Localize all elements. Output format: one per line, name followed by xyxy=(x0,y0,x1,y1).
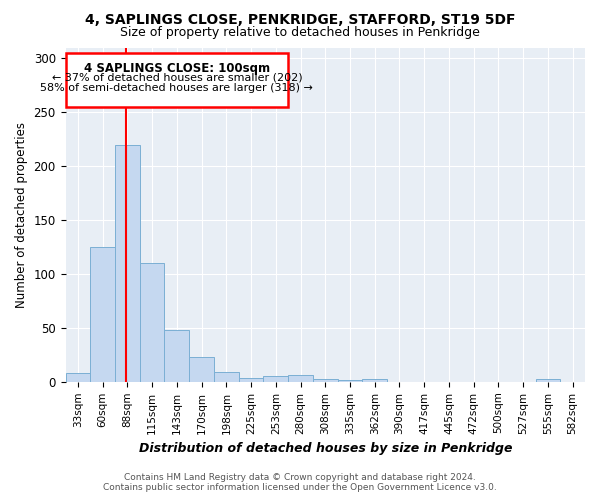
Text: 4 SAPLINGS CLOSE: 100sqm: 4 SAPLINGS CLOSE: 100sqm xyxy=(84,62,270,74)
Bar xyxy=(140,263,164,382)
Bar xyxy=(164,330,189,382)
X-axis label: Distribution of detached houses by size in Penkridge: Distribution of detached houses by size … xyxy=(139,442,512,455)
Bar xyxy=(189,357,214,382)
Bar xyxy=(313,378,338,382)
Text: Contains HM Land Registry data © Crown copyright and database right 2024.
Contai: Contains HM Land Registry data © Crown c… xyxy=(103,473,497,492)
Bar xyxy=(214,372,239,382)
Y-axis label: Number of detached properties: Number of detached properties xyxy=(15,122,28,308)
Bar xyxy=(288,376,313,382)
Text: Size of property relative to detached houses in Penkridge: Size of property relative to detached ho… xyxy=(120,26,480,39)
Text: 4, SAPLINGS CLOSE, PENKRIDGE, STAFFORD, ST19 5DF: 4, SAPLINGS CLOSE, PENKRIDGE, STAFFORD, … xyxy=(85,12,515,26)
Bar xyxy=(239,378,263,382)
Bar xyxy=(536,378,560,382)
Text: 58% of semi-detached houses are larger (318) →: 58% of semi-detached houses are larger (… xyxy=(40,83,313,93)
Bar xyxy=(362,378,387,382)
Bar xyxy=(65,53,288,107)
Bar xyxy=(90,247,115,382)
Bar xyxy=(338,380,362,382)
Bar xyxy=(263,376,288,382)
Bar xyxy=(115,144,140,382)
Bar xyxy=(65,373,90,382)
Text: ← 37% of detached houses are smaller (202): ← 37% of detached houses are smaller (20… xyxy=(52,72,302,83)
